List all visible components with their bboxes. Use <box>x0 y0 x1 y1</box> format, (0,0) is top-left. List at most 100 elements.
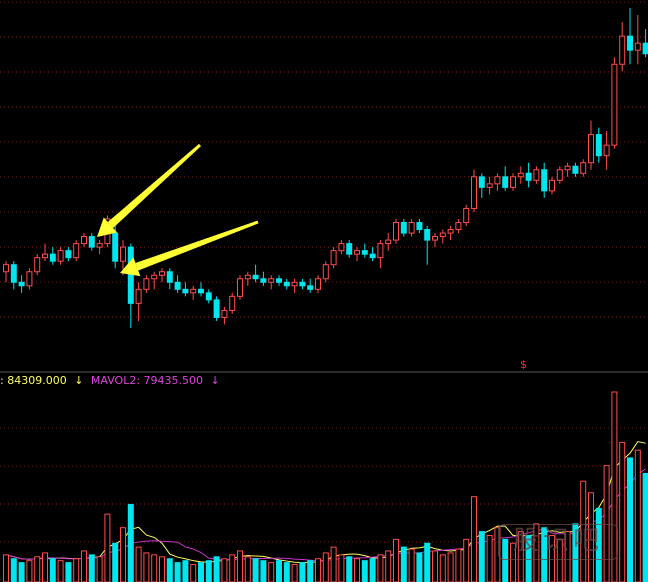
volume-bar <box>276 560 282 582</box>
candle-body <box>541 169 548 192</box>
volume-legend: : 84309.000 ↓ MAVOL2: 79435.500 ↓ <box>0 374 224 390</box>
volume-bar <box>361 560 368 582</box>
candle-body <box>478 176 485 188</box>
candle-body <box>42 253 48 259</box>
volume-bar <box>244 556 251 582</box>
volume-bar <box>541 527 548 582</box>
volume-bar <box>424 542 431 582</box>
candle-body <box>166 271 173 283</box>
candle-body <box>642 42 648 55</box>
volume-bar <box>385 550 392 582</box>
volume-bar <box>455 548 462 582</box>
volume-bar <box>42 552 48 582</box>
candle-body <box>603 144 610 157</box>
candle-body <box>439 232 446 238</box>
volume-bar <box>182 560 189 582</box>
candle-body <box>127 246 134 304</box>
volume-bar <box>3 554 9 582</box>
candle-body <box>268 278 275 283</box>
volume-bar <box>338 554 345 582</box>
candle-body <box>237 278 243 297</box>
candle-body <box>338 243 345 252</box>
candle-body <box>34 257 41 273</box>
candle-body <box>416 222 423 231</box>
candle-body <box>299 281 306 287</box>
candle-body <box>174 281 181 290</box>
volume-bar <box>595 507 602 582</box>
volume-bar <box>416 552 423 582</box>
volume-bar <box>315 558 321 582</box>
candle-body <box>26 271 33 287</box>
candle-body <box>205 292 212 301</box>
watermark-logo: 股识吧 <box>498 524 618 560</box>
volume-bar <box>73 558 80 582</box>
candle-body <box>588 134 594 164</box>
mavol1-label: : 84309.000 <box>0 374 67 387</box>
volume-bar <box>447 552 454 582</box>
volume-bar <box>112 542 119 582</box>
candle-body <box>533 169 540 181</box>
volume-bar <box>478 531 485 582</box>
volume-bar <box>104 513 111 582</box>
volume-bar <box>143 552 150 582</box>
volume-bar <box>322 552 329 582</box>
candle-body <box>96 243 103 248</box>
candle-body <box>385 239 392 245</box>
volume-bar <box>463 538 470 582</box>
candle-body <box>432 236 438 241</box>
volume-bar <box>26 560 33 582</box>
candle-body <box>463 207 470 224</box>
candle-body <box>49 253 56 262</box>
volume-bar <box>486 534 493 582</box>
volume-bar <box>96 556 103 582</box>
volume-bar <box>393 538 399 582</box>
candle-body <box>354 250 360 255</box>
volume-bar <box>619 441 626 582</box>
candle-body <box>135 288 142 304</box>
arrow-shaft <box>107 143 201 228</box>
candle-body <box>120 246 126 262</box>
mavol2-arrow-icon: ↓ <box>210 374 220 387</box>
volume-bar <box>611 391 618 582</box>
volume-bar <box>135 546 142 582</box>
candle-body <box>619 35 626 65</box>
volume-bar <box>120 527 126 582</box>
mavol1-arrow-icon: ↓ <box>74 374 84 387</box>
volume-bar <box>127 503 134 582</box>
volume-bar <box>81 550 87 582</box>
volume-bar <box>377 554 384 582</box>
volume-bar <box>198 562 204 582</box>
candle-body <box>471 176 477 209</box>
candle-body <box>3 264 9 273</box>
price-candles <box>3 8 648 328</box>
volume-bar <box>400 546 407 582</box>
candle-body <box>525 172 532 181</box>
volume-bar <box>18 562 25 582</box>
volume-bar <box>354 558 360 582</box>
volume-bar <box>634 449 641 582</box>
candle-body <box>213 299 220 318</box>
candle-body <box>18 281 25 287</box>
volume-bar <box>252 558 259 582</box>
volume-bar <box>10 558 17 582</box>
candle-body <box>151 274 158 280</box>
candle-body <box>580 162 587 174</box>
candle-body <box>65 250 72 259</box>
candle-body <box>322 264 329 280</box>
candle-body <box>627 35 633 51</box>
candle-body <box>244 274 251 280</box>
volume-bar <box>627 457 633 582</box>
volume-bar <box>166 558 173 582</box>
volume-bar <box>283 562 290 582</box>
candle-body <box>283 281 290 287</box>
candle-body <box>377 243 384 259</box>
mavol2-label: MAVOL2: 79435.500 <box>90 374 204 387</box>
candle-body <box>112 232 119 262</box>
candle-body <box>182 288 189 294</box>
volume-bar <box>221 558 228 582</box>
volume-bar <box>190 564 197 582</box>
arrow-shaft <box>135 220 259 271</box>
candle-body <box>572 165 579 174</box>
candle-body <box>510 176 516 188</box>
candle-body <box>159 271 165 276</box>
